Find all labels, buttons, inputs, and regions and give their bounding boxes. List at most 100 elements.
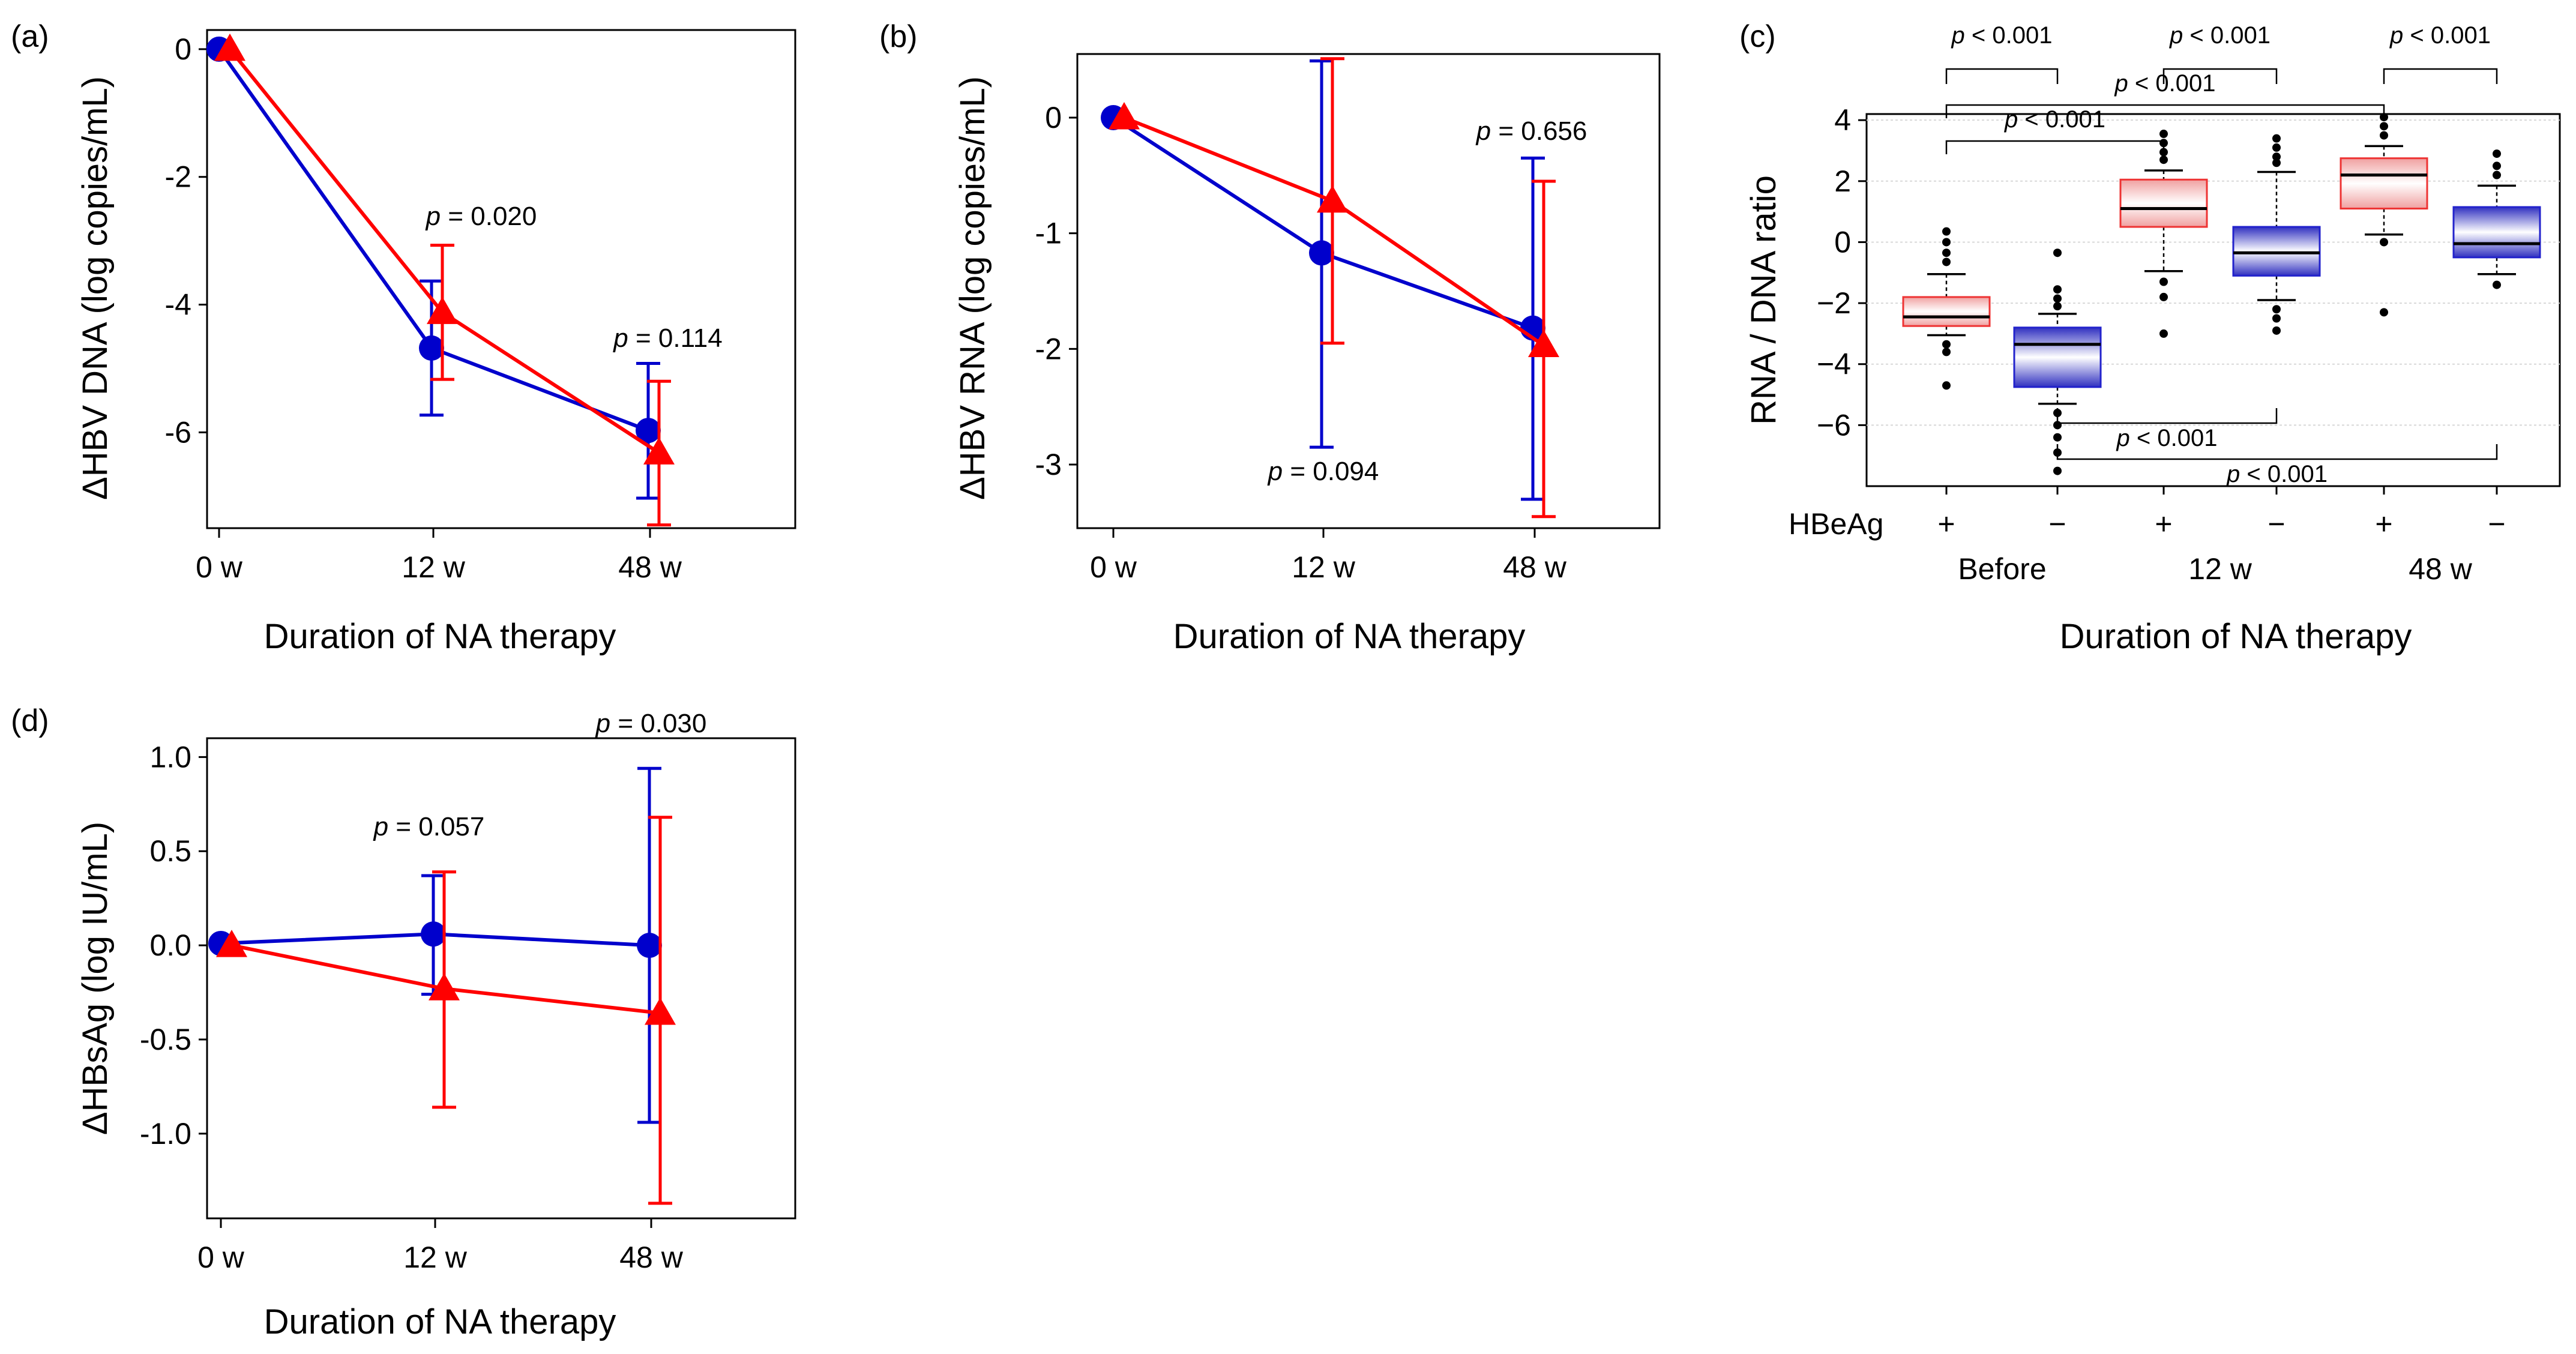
comparison-p-value: p < 0.001: [2389, 22, 2491, 49]
y-tick-label: -1.0: [140, 1117, 191, 1151]
y-tick-label: -3: [1035, 448, 1062, 481]
p-value-annotation-italic-p: p: [425, 202, 441, 231]
comparison-bracket: [1945, 104, 2385, 118]
p-value-annotation: p = 0.656: [1475, 116, 1587, 146]
box-hbeag-positive-12w: [2119, 178, 2208, 228]
y-tick-label: 0: [1834, 225, 1851, 259]
comparison-bracket: [1945, 140, 2165, 154]
panel-c: (c) 4 2 0 −2 −4 −6 + − + − + − HBeAg Before 12 w 48 w p …: [1739, 19, 2561, 656]
panel-d-label: (d): [11, 703, 49, 738]
box-hbeag-negative-48w: [2452, 206, 2541, 259]
p-value-annotation: p = 0.057: [373, 812, 485, 841]
comparison-bracket: [2383, 68, 2498, 84]
box-hbeag-positive-before-outlier: [1942, 227, 1951, 236]
series-hbeag-positive-point: [216, 930, 247, 957]
y-tick-label: 1.0: [149, 740, 191, 774]
comparison-bracket: [2162, 68, 2278, 84]
y-tick-label: -0.5: [140, 1023, 191, 1056]
y-tick-label: 2: [1834, 164, 1851, 198]
comparison-p-value-value: < 0.001: [2128, 70, 2216, 97]
panel-c-plot-frame: [1865, 113, 2561, 487]
box-hbeag-positive-before-outlier: [1942, 340, 1951, 349]
comparison-p-value-italic-p: p: [2226, 461, 2240, 487]
comparison-p-value-italic-p: p: [2004, 106, 2018, 133]
p-value-annotation-italic-p: p: [1475, 116, 1491, 146]
x-tick-label: 12 w: [403, 1241, 468, 1274]
box-hbeag-negative-before-outlier: [2053, 248, 2062, 257]
comparison-p-value-italic-p: p: [2116, 425, 2130, 451]
panel-c-label: (c): [1739, 19, 1776, 54]
box-hbeag-negative-before: [2013, 326, 2102, 388]
series-hbeag-positive-point: [645, 997, 676, 1025]
comparison-p-value: p < 0.001: [2114, 70, 2216, 97]
panel-b-y-axis-title: ΔHBV RNA (log copies/mL): [953, 76, 992, 500]
box-hbeag-negative-before-outlier: [2053, 294, 2062, 303]
box-hbeag-negative-before-outlier: [2053, 302, 2062, 311]
y-tick-label: 4: [1834, 103, 1851, 137]
p-value-annotation-value: = 0.020: [441, 202, 537, 231]
series-hbeag-positive-point: [643, 437, 675, 465]
y-tick-label: 0.0: [149, 928, 191, 962]
series-hbeag-positive-point: [429, 973, 460, 1000]
series-hbeag-positive-line: [228, 48, 660, 454]
y-tick-label: −2: [1817, 286, 1851, 320]
x-tick-label: 48 w: [618, 550, 682, 584]
comparison-p-value-value: < 0.001: [2403, 22, 2491, 49]
y-tick-label: -4: [165, 288, 191, 322]
series-hbeag-negative-point: [419, 335, 444, 361]
comparison-p-value-value: < 0.001: [1965, 22, 2053, 49]
box-hbeag-positive-48w-outlier: [2380, 238, 2388, 247]
y-tick-label: 0.5: [149, 834, 191, 868]
box-hbeag-negative-before-outlier: [2053, 433, 2062, 442]
p-value-annotation-italic-p: p: [373, 812, 388, 841]
comparison-p-value: p < 0.001: [1951, 22, 2053, 49]
x-tick-label: 48 w: [619, 1241, 684, 1274]
series-hbeag-negative-point: [636, 418, 661, 444]
box-hbeag-positive-12w-outlier: [2159, 329, 2168, 338]
p-value-annotation: p = 0.114: [612, 323, 722, 353]
box-hbeag-negative-48w-outlier: [2493, 170, 2501, 179]
box-hbeag-negative-12w-outlier: [2272, 143, 2281, 152]
p-value-annotation-value: = 0.057: [388, 812, 484, 841]
box-hbeag-positive-12w-outlier: [2159, 155, 2168, 164]
panel-a-label: (a): [11, 19, 49, 54]
box-hbeag-negative-12w-outlier: [2272, 134, 2281, 143]
panel-a-x-axis-title: Duration of NA therapy: [264, 617, 616, 656]
comparison-p-value: p < 0.001: [2169, 22, 2271, 49]
box-hbeag-negative-12w-outlier: [2272, 158, 2281, 167]
comparison-p-value-italic-p: p: [2389, 22, 2403, 49]
series-hbeag-positive-point: [427, 296, 458, 324]
box-hbeag-negative-48w-outlier: [2493, 149, 2501, 158]
box-hbeag-positive-48w: [2340, 157, 2428, 210]
group-label: 12 w: [2188, 552, 2252, 586]
x-tick-label: 0 w: [197, 1241, 245, 1274]
x-tick-label: 0 w: [1090, 550, 1137, 584]
box-hbeag-positive-before-outlier: [1942, 381, 1951, 390]
comparison-p-value-value: < 0.001: [2183, 22, 2271, 49]
comparison-bracket: [2056, 444, 2498, 460]
comparison-p-value-value: < 0.001: [2018, 106, 2105, 133]
box-hbeag-negative-48w-outlier: [2493, 280, 2501, 289]
y-tick-label: −4: [1817, 348, 1851, 381]
panel-d: (d) 1.0 0.5 0.0 -0.5 -1.0 0 w 12 w 48 w p = 0.05…: [11, 703, 796, 1341]
series-hbeag-negative-point: [637, 933, 662, 958]
box-hbeag-positive-48w-outlier: [2380, 131, 2388, 140]
hbeag-sign-label: −: [2268, 507, 2285, 541]
y-tick-label: 0: [175, 32, 191, 66]
series-hbeag-negative-point: [421, 921, 446, 947]
box-hbeag-positive-48w-outlier: [2380, 122, 2388, 131]
comparison-p-value: p < 0.001: [2226, 461, 2328, 487]
p-value-annotation-value: = 0.030: [610, 709, 706, 738]
hbeag-sign-label: +: [2155, 507, 2172, 541]
comparison-p-value-value: < 0.001: [2240, 461, 2328, 487]
box-hbeag-negative-12w-outlier: [2272, 305, 2281, 314]
group-label: Before: [1958, 552, 2046, 586]
hbeag-sign-label: −: [2048, 507, 2066, 541]
p-value-annotation: p = 0.094: [1267, 457, 1379, 486]
box-hbeag-negative-before-outlier: [2053, 285, 2062, 294]
y-tick-label: -2: [1035, 332, 1062, 366]
panel-d-x-axis-title: Duration of NA therapy: [264, 1302, 616, 1341]
group-label: 48 w: [2409, 552, 2473, 586]
